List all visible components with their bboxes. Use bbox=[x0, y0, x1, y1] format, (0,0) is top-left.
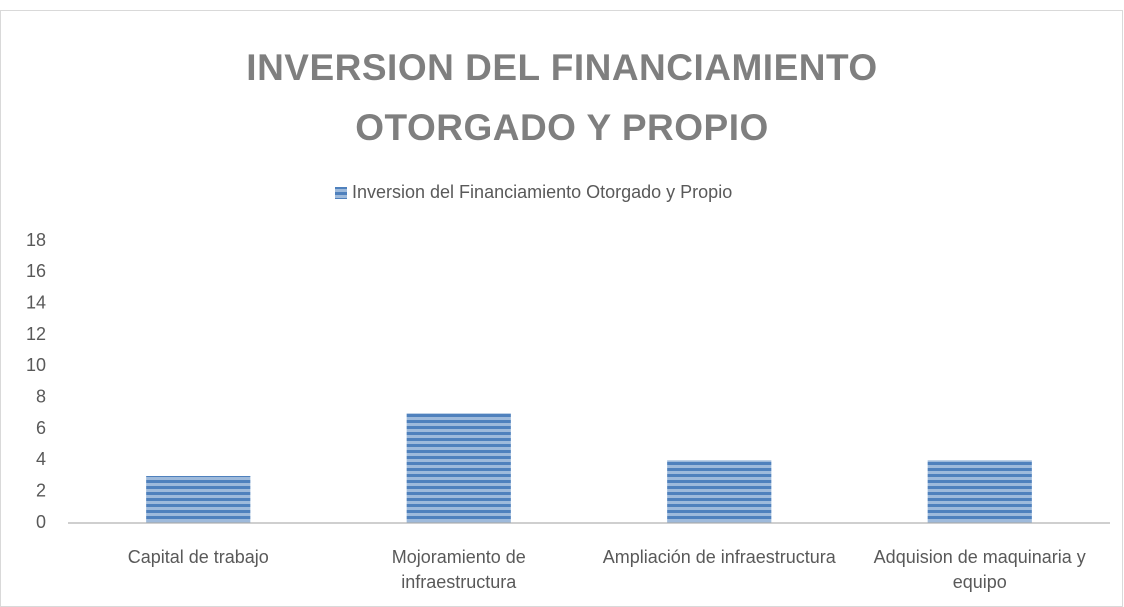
bar bbox=[406, 413, 511, 523]
bar bbox=[667, 460, 772, 523]
y-tick-label: 18 bbox=[26, 230, 46, 250]
x-tick-label: Adquision de maquinaria y equipo bbox=[873, 547, 1086, 592]
x-tick-label: Capital de trabajo bbox=[127, 547, 269, 567]
y-tick-label: 16 bbox=[26, 261, 46, 281]
y-tick-label: 4 bbox=[36, 449, 46, 469]
legend-label: Inversion del Financiamiento Otorgado y … bbox=[352, 182, 732, 202]
chart-title: INVERSION DEL FINANCIAMIENTO OTORGADO Y … bbox=[246, 47, 878, 148]
y-tick-label: 8 bbox=[36, 386, 46, 406]
y-tick-label: 14 bbox=[26, 292, 46, 312]
x-tick-label: Ampliación de infraestructura bbox=[602, 547, 836, 567]
bar bbox=[146, 476, 251, 523]
x-tick-label: Mojoramiento de infraestructura bbox=[391, 547, 526, 592]
y-tick-label: 6 bbox=[36, 418, 46, 438]
y-tick-label: 10 bbox=[26, 355, 46, 375]
legend-swatch bbox=[335, 187, 347, 199]
y-tick-label: 2 bbox=[36, 480, 46, 500]
y-tick-label: 12 bbox=[26, 324, 46, 344]
bar bbox=[927, 460, 1032, 523]
y-tick-label: 0 bbox=[36, 512, 46, 532]
